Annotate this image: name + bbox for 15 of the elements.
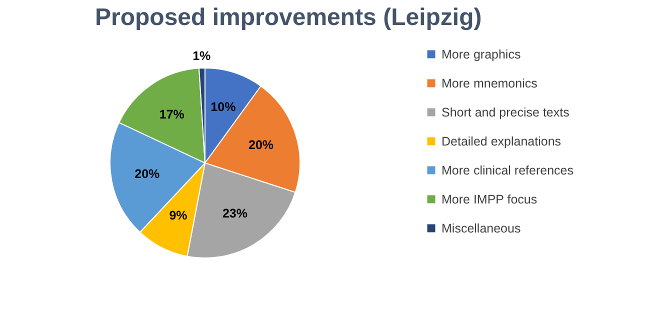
data-label: 20% — [248, 138, 274, 152]
data-label: 17% — [159, 107, 184, 122]
data-label: 23% — [222, 206, 248, 221]
data-label: 9% — [169, 208, 188, 222]
legend-label: More mnemonics — [442, 76, 538, 90]
legend-label: More IMPP focus — [442, 192, 538, 206]
legend-label: More clinical references — [442, 163, 574, 178]
legend-label: More graphics — [442, 47, 521, 62]
chart-title: Proposed improvements (Leipzig) — [95, 4, 482, 31]
data-label: 1% — [192, 49, 211, 64]
legend-label: Miscellaneous — [442, 221, 521, 236]
legend-label: Short and precise texts — [442, 105, 570, 120]
data-label: 20% — [134, 167, 160, 182]
legend-label: Detailed explanations — [442, 134, 562, 148]
data-label: 10% — [210, 100, 236, 114]
